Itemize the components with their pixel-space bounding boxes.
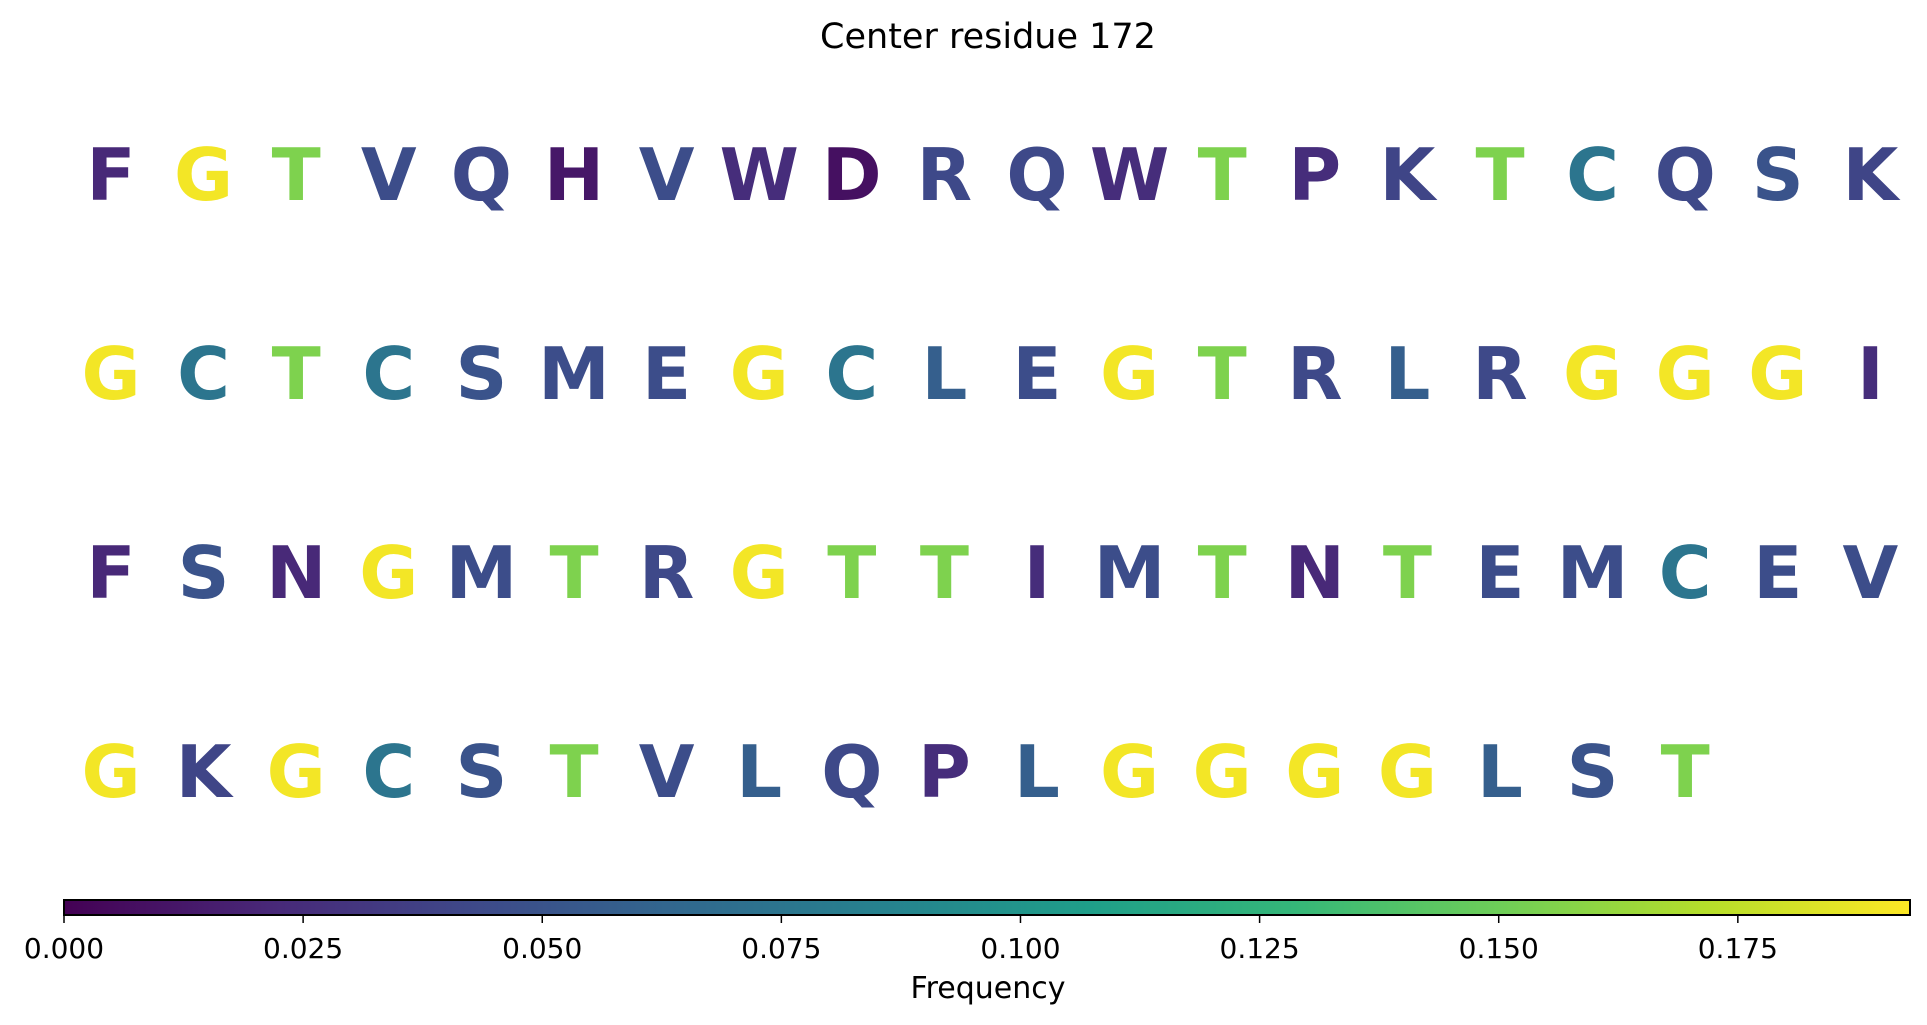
residue-letter: T xyxy=(1475,133,1524,217)
residue-letter: L xyxy=(736,730,782,814)
residue-letter: G xyxy=(1193,730,1252,814)
residue-letter: G xyxy=(1378,730,1437,814)
residue-letter: T xyxy=(1198,332,1247,416)
residue-letter: T xyxy=(1198,133,1247,217)
residue-letter: L xyxy=(1384,332,1430,416)
residue-letter: T xyxy=(272,133,321,217)
residue-letter: T xyxy=(1383,531,1432,615)
residue-letter: P xyxy=(918,730,971,814)
residue-letter: R xyxy=(917,133,972,217)
residue-letter: C xyxy=(177,332,230,416)
residue-letter: Q xyxy=(1006,133,1067,217)
residue-letter: I xyxy=(1024,531,1051,615)
residue-letter: N xyxy=(1285,531,1345,615)
residue-letter: S xyxy=(178,531,230,615)
residue-letter: T xyxy=(272,332,321,416)
residue-letter: C xyxy=(1659,531,1712,615)
residue-letter: L xyxy=(921,332,967,416)
residue-letter: Q xyxy=(451,133,512,217)
residue-letter: F xyxy=(86,133,135,217)
residue-letter: W xyxy=(719,133,798,217)
residue-letter: E xyxy=(642,332,691,416)
colorbar-tick-label: 0.150 xyxy=(1459,932,1539,965)
residue-letter: G xyxy=(359,531,418,615)
residue-letter: M xyxy=(446,531,518,615)
residue-letter: L xyxy=(1477,730,1523,814)
colorbar-gradient xyxy=(64,900,1910,915)
residue-letter: C xyxy=(1566,133,1619,217)
colorbar-ticks: 0.000 0.025 0.050 0.075 0.100 0.125 0.150 0.175 xyxy=(24,915,1778,965)
residue-letter: E xyxy=(1012,332,1061,416)
residue-letter: M xyxy=(1094,531,1166,615)
chart-title: Center residue 172 xyxy=(820,17,1156,57)
residue-letter: T xyxy=(920,531,969,615)
residue-letter: S xyxy=(455,332,507,416)
colorbar-tick-label: 0.125 xyxy=(1220,932,1300,965)
residue-letter: G xyxy=(1285,730,1344,814)
residue-letter: K xyxy=(1843,133,1901,217)
residue-letter: V xyxy=(639,730,695,814)
residue-letter: G xyxy=(81,332,140,416)
residue-letter: C xyxy=(825,332,878,416)
residue-letter: R xyxy=(1287,332,1342,416)
colorbar-tick-label: 0.075 xyxy=(741,932,821,965)
residue-letter: T xyxy=(1198,531,1247,615)
residue-letter: G xyxy=(81,730,140,814)
residue-letter: G xyxy=(730,332,789,416)
residue-letter: F xyxy=(86,531,135,615)
residue-letter: R xyxy=(1472,332,1527,416)
residue-letter: G xyxy=(1100,730,1159,814)
residue-letter: V xyxy=(1843,531,1899,615)
residue-letter: E xyxy=(1475,531,1524,615)
residue-letter: C xyxy=(362,730,415,814)
residue-letter: T xyxy=(1661,730,1710,814)
residue-letter: P xyxy=(1288,133,1341,217)
colorbar-tick-label: 0.100 xyxy=(980,932,1060,965)
residue-grid: F G T V Q H V W D R Q W T P K T C Q S KG C T C S M E G C L E G T R L R G G G I… xyxy=(81,133,1900,814)
residue-letter: G xyxy=(1748,332,1807,416)
residue-letter: T xyxy=(827,531,876,615)
residue-letter: S xyxy=(1752,133,1804,217)
colorbar-tick-label: 0.025 xyxy=(263,932,343,965)
residue-letter: V xyxy=(639,133,695,217)
residue-letter: I xyxy=(1857,332,1884,416)
residue-letter: K xyxy=(1380,133,1438,217)
residue-letter: M xyxy=(538,332,610,416)
residue-letter: G xyxy=(730,531,789,615)
residue-letter: V xyxy=(361,133,417,217)
residue-letter: D xyxy=(822,133,882,217)
residue-letter: E xyxy=(1753,531,1802,615)
residue-letter: W xyxy=(1090,133,1169,217)
residue-letter: H xyxy=(544,133,604,217)
residue-letter: G xyxy=(1563,332,1622,416)
residue-letter: L xyxy=(1014,730,1060,814)
colorbar-tick-label: 0.175 xyxy=(1698,932,1778,965)
residue-letter: T xyxy=(549,730,598,814)
residue-letter: G xyxy=(1100,332,1159,416)
residue-letter: G xyxy=(174,133,233,217)
residue-letter: M xyxy=(1557,531,1629,615)
residue-letter: G xyxy=(267,730,326,814)
colorbar-frame xyxy=(63,899,1911,916)
colorbar-tick-label: 0.050 xyxy=(502,932,582,965)
colorbar: 0.000 0.025 0.050 0.075 0.100 0.125 0.150 0.175… xyxy=(24,899,1911,1006)
residue-letter: T xyxy=(549,531,598,615)
residue-letter: N xyxy=(266,531,326,615)
residue-letter: R xyxy=(639,531,694,615)
residue-letter: C xyxy=(362,332,415,416)
residue-letter: Q xyxy=(1655,133,1716,217)
residue-letter: S xyxy=(455,730,507,814)
colorbar-tick-label: 0.000 xyxy=(24,932,104,965)
residue-letter: K xyxy=(176,730,234,814)
residue-letter: S xyxy=(1567,730,1619,814)
colorbar-label: Frequency xyxy=(911,971,1066,1006)
residue-letter: Q xyxy=(821,730,882,814)
residue-letter: G xyxy=(1656,332,1715,416)
